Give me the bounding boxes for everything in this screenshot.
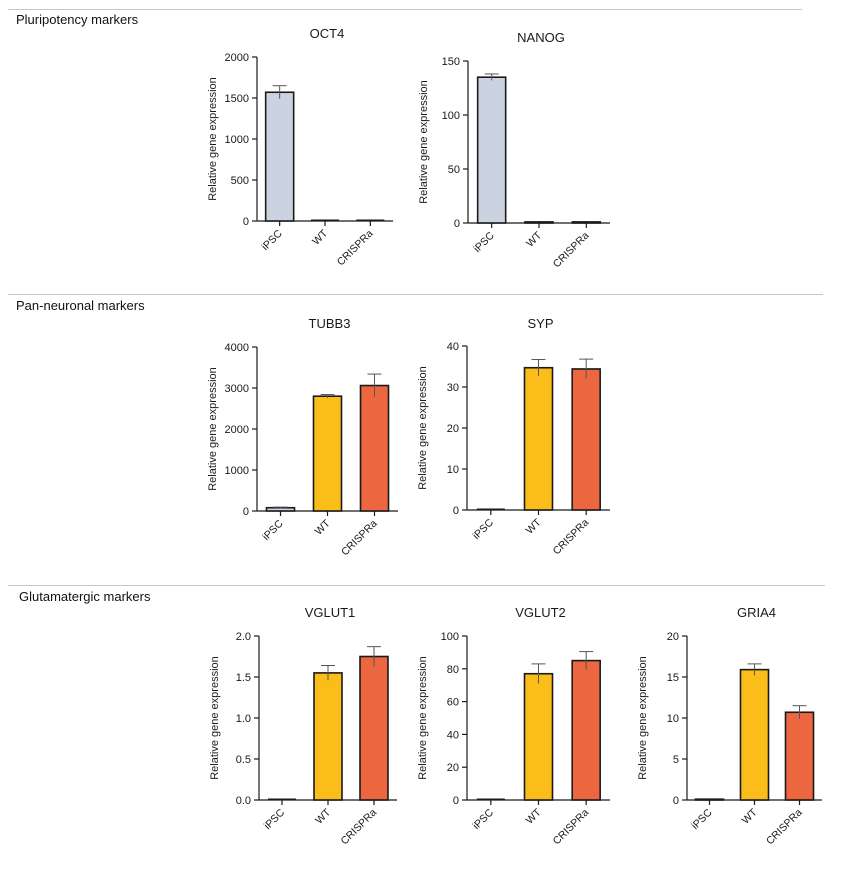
- y-axis-label-syp: Relative gene expression: [417, 366, 429, 490]
- bar-tubb3-wt: [312, 395, 343, 512]
- y-tick-label-vglut1: 2.0: [236, 631, 251, 643]
- x-tick-label-gria4-ipsc: iPSC: [689, 806, 715, 832]
- y-tick-label-tubb3: 2000: [225, 424, 249, 436]
- x-tick-label-nanog-ipsc: iPSC: [471, 229, 497, 255]
- section-title-glutamatergic: Glutamatergic markers: [19, 589, 151, 604]
- bar-gria4-crispra: [784, 711, 815, 801]
- section-divider-glutamatergic: [8, 585, 825, 586]
- x-tick-label-tubb3-crispra: CRISPRa: [339, 518, 380, 559]
- chart-vglut1: VGLUT1 Relative gene expression 0.0 0.5 1.0 1…: [209, 605, 397, 847]
- y-tick-label-gria4: 15: [667, 672, 679, 684]
- y-tick-label-nanog: 0: [454, 218, 460, 230]
- chart-vglut2: VGLUT2 Relative gene expression 0 20 40 60 80 1…: [417, 605, 610, 847]
- chart-oct4: OCT4 Relative gene expression 0 500 1000 1500…: [207, 26, 393, 268]
- y-tick-label-syp: 20: [447, 423, 459, 435]
- y-tick-label-syp: 0: [453, 505, 459, 517]
- y-axis-label-gria4: Relative gene expression: [637, 656, 649, 780]
- y-tick-label-nanog: 50: [448, 164, 460, 176]
- x-tick-label-tubb3-wt: WT: [313, 517, 333, 537]
- bar-vglut2-crispra: [571, 659, 601, 801]
- bar-nanog-ipsc: [476, 76, 507, 224]
- y-tick-label-oct4: 1500: [225, 93, 249, 105]
- bar-tubb3-crispra: [359, 384, 390, 512]
- y-tick-label-gria4: 0: [673, 795, 679, 807]
- y-tick-label-syp: 40: [447, 341, 459, 353]
- x-tick-label-syp-crispra: CRISPRa: [551, 517, 592, 558]
- x-tick-label-syp-wt: WT: [524, 516, 544, 536]
- bar-vglut2-wt: [523, 672, 554, 801]
- x-tick-label-gria4-wt: WT: [740, 806, 760, 826]
- x-tick-label-oct4-crispra: CRISPRa: [335, 228, 376, 269]
- y-axis-label-nanog: Relative gene expression: [418, 80, 430, 204]
- x-tick-label-oct4-ipsc: iPSC: [259, 227, 285, 253]
- x-tick-label-nanog-crispra: CRISPRa: [551, 230, 592, 271]
- bar-nanog-crispra: [571, 221, 602, 224]
- y-tick-label-nanog: 150: [442, 56, 460, 68]
- chart-tubb3: TUBB3 Relative gene expression 0 1000 2000 30…: [207, 316, 398, 558]
- y-tick-label-vglut2: 60: [447, 697, 459, 709]
- x-tick-label-oct4-wt: WT: [310, 227, 330, 247]
- y-tick-label-nanog: 100: [442, 110, 460, 122]
- y-axis-label-vglut1: Relative gene expression: [209, 656, 221, 780]
- y-axis-label-tubb3: Relative gene expression: [207, 367, 219, 491]
- chart-title-vglut2: VGLUT2: [515, 605, 566, 620]
- chart-title-oct4: OCT4: [310, 26, 345, 41]
- x-tick-label-tubb3-ipsc: iPSC: [260, 517, 286, 543]
- y-tick-label-vglut1: 1.5: [236, 672, 251, 684]
- y-tick-label-vglut1: 0.5: [236, 754, 251, 766]
- y-tick-label-tubb3: 1000: [225, 465, 249, 477]
- y-tick-label-vglut2: 80: [447, 664, 459, 676]
- section-title-pluripotency: Pluripotency markers: [16, 12, 139, 27]
- chart-title-tubb3: TUBB3: [309, 316, 351, 331]
- y-tick-label-tubb3: 4000: [225, 342, 249, 354]
- y-tick-label-tubb3: 3000: [225, 383, 249, 395]
- y-tick-label-oct4: 500: [231, 175, 249, 187]
- section-divider-pan-neuronal: [8, 294, 823, 295]
- chart-title-gria4: GRIA4: [737, 605, 776, 620]
- y-tick-label-vglut2: 40: [447, 729, 459, 741]
- bar-gria4-wt: [739, 668, 770, 801]
- x-tick-label-vglut2-ipsc: iPSC: [471, 806, 497, 832]
- y-tick-label-vglut2: 20: [447, 762, 459, 774]
- y-tick-label-oct4: 2000: [225, 52, 249, 64]
- y-tick-label-oct4: 0: [243, 216, 249, 228]
- x-tick-label-syp-ipsc: iPSC: [471, 516, 497, 542]
- y-tick-label-gria4: 10: [667, 713, 679, 725]
- chart-title-vglut1: VGLUT1: [305, 605, 356, 620]
- bar-oct4-ipsc: [264, 91, 295, 222]
- chart-title-nanog: NANOG: [517, 30, 565, 45]
- section-divider-pluripotency: [8, 9, 802, 10]
- chart-nanog: NANOG Relative gene expression 0 50 100 150 iP…: [418, 30, 610, 270]
- y-tick-label-syp: 30: [447, 382, 459, 394]
- y-tick-label-vglut2: 100: [441, 631, 459, 643]
- y-tick-label-tubb3: 0: [243, 506, 249, 518]
- y-axis-label-vglut2: Relative gene expression: [417, 656, 429, 780]
- x-tick-label-vglut1-ipsc: iPSC: [262, 806, 288, 832]
- y-tick-label-vglut1: 1.0: [236, 713, 251, 725]
- x-tick-label-vglut1-wt: WT: [313, 806, 333, 826]
- bar-gria4-ipsc: [694, 798, 725, 801]
- y-tick-label-syp: 10: [447, 464, 459, 476]
- x-tick-label-vglut1-crispra: CRISPRa: [338, 807, 379, 848]
- y-tick-label-oct4: 1000: [225, 134, 249, 146]
- y-tick-label-vglut2: 0: [453, 795, 459, 807]
- x-tick-label-gria4-crispra: CRISPRa: [764, 807, 805, 848]
- chart-gria4: GRIA4 Relative gene expression 0 5 10 15 20 iPS…: [637, 605, 822, 847]
- bar-nanog-wt: [524, 221, 554, 224]
- bar-vglut1-crispra: [359, 655, 389, 801]
- y-tick-label-gria4: 5: [673, 754, 679, 766]
- chart-title-syp: SYP: [527, 316, 553, 331]
- y-axis-label-oct4: Relative gene expression: [207, 77, 219, 201]
- bar-syp-crispra: [571, 368, 601, 511]
- chart-syp: SYP Relative gene expression 0 10 20 30 40 iPSC…: [417, 316, 610, 557]
- y-tick-label-gria4: 20: [667, 631, 679, 643]
- x-tick-label-nanog-wt: WT: [524, 229, 544, 249]
- bar-syp-wt: [523, 366, 554, 511]
- section-title-pan-neuronal: Pan-neuronal markers: [16, 298, 145, 313]
- x-tick-label-vglut2-wt: WT: [524, 806, 544, 826]
- y-tick-label-vglut1: 0.0: [236, 795, 251, 807]
- x-tick-label-vglut2-crispra: CRISPRa: [551, 807, 592, 848]
- bar-vglut1-wt: [313, 672, 343, 801]
